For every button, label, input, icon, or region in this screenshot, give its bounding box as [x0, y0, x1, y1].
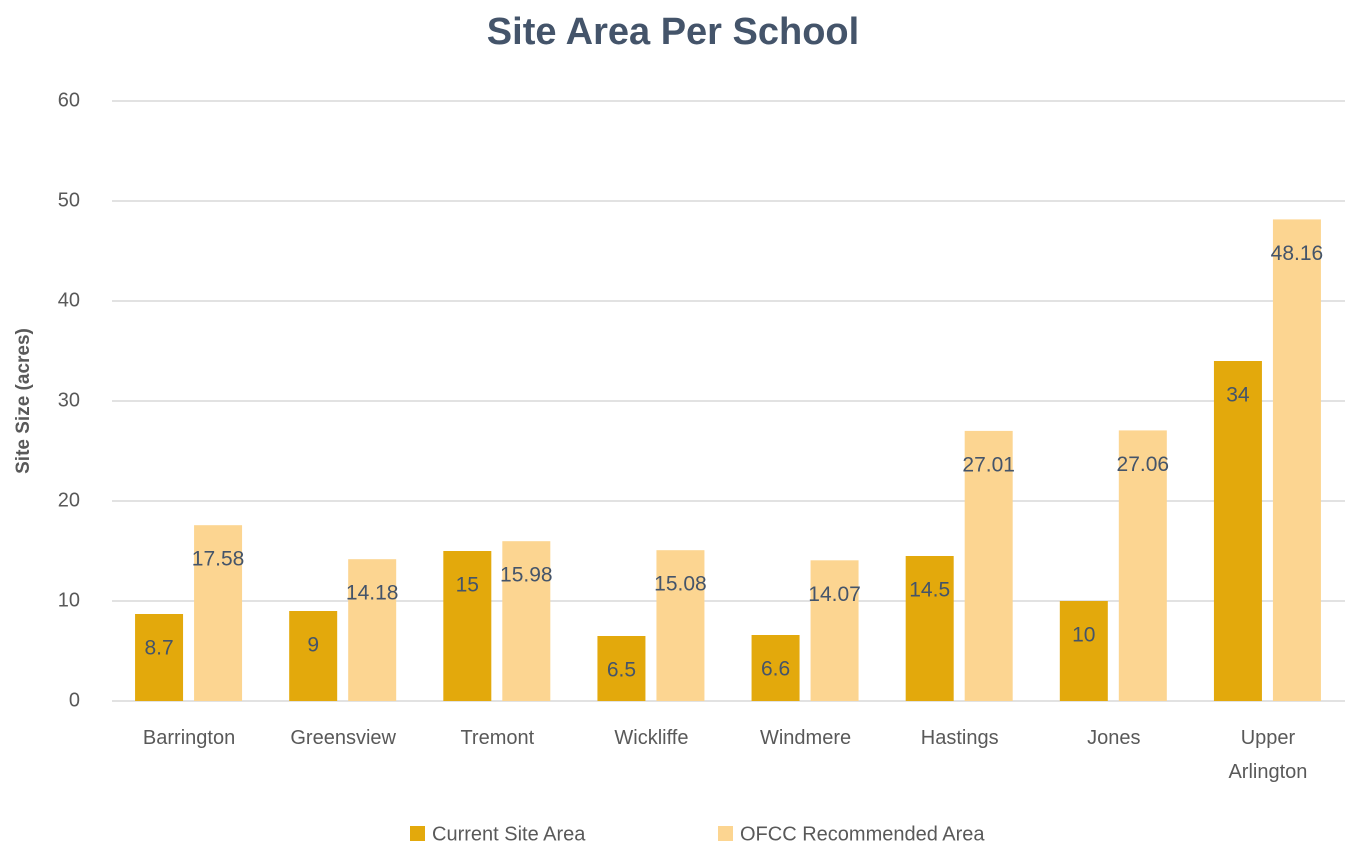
legend-swatch	[410, 826, 425, 841]
x-tick-label: Barrington	[142, 727, 236, 749]
bar	[1059, 601, 1108, 701]
x-tick-label-box: Upper Arlington	[1228, 727, 1308, 783]
y-tick-label: 0	[69, 689, 80, 711]
x-tick-label-box: Tremont	[460, 727, 535, 749]
bar	[348, 559, 397, 701]
bar	[289, 611, 338, 701]
data-label: 15.08	[654, 573, 707, 596]
bar	[905, 556, 954, 701]
legend-label: Current Site Area	[432, 823, 586, 845]
bar	[1272, 219, 1321, 701]
data-label: 27.06	[1117, 453, 1170, 476]
x-tick-label: Hastings	[920, 727, 999, 749]
bar	[656, 550, 705, 701]
x-tick-label: Upper Arlington	[1228, 727, 1308, 783]
bar	[1213, 361, 1262, 701]
x-tick-label: Greensview	[290, 727, 396, 749]
x-tick-label-box: Barrington	[142, 727, 236, 749]
data-label: 6.5	[607, 659, 636, 682]
data-label: 17.58	[192, 548, 245, 571]
bar	[810, 560, 859, 701]
y-tick-label: 40	[58, 289, 80, 311]
bar	[443, 551, 492, 701]
x-tick-label-box: Wickliffe	[614, 727, 689, 749]
data-label: 9	[307, 634, 319, 657]
bar	[135, 614, 184, 701]
legend-swatch	[718, 826, 733, 841]
x-tick-label-box: Greensview	[290, 727, 396, 749]
y-tick-label: 30	[58, 389, 80, 411]
data-label: 34	[1226, 384, 1250, 407]
data-label: 14.5	[909, 579, 950, 602]
y-tick-label: 20	[58, 489, 80, 511]
y-tick-label: 10	[58, 589, 80, 611]
y-axis-label: Site Size (acres)	[13, 328, 34, 474]
data-label: 10	[1072, 624, 1095, 647]
x-tick-label: Wickliffe	[614, 727, 689, 749]
data-label: 8.7	[144, 637, 173, 660]
x-tick-label-box: Windmere	[759, 727, 852, 749]
x-tick-label-box: Jones	[1087, 727, 1141, 749]
x-tick-label: Jones	[1087, 727, 1141, 749]
x-tick-label-box: Hastings	[920, 727, 999, 749]
legend-label: OFCC Recommended Area	[740, 823, 985, 845]
data-label: 48.16	[1271, 242, 1324, 265]
y-tick-label: 50	[58, 189, 80, 211]
x-tick-label: Tremont	[460, 727, 535, 749]
data-label: 6.6	[761, 658, 790, 681]
chart-title: Site Area Per School	[487, 11, 859, 53]
bar	[751, 635, 800, 701]
data-label: 15.98	[500, 564, 553, 587]
bar	[502, 541, 551, 701]
data-label: 14.18	[346, 582, 399, 605]
x-tick-label: Windmere	[759, 727, 852, 749]
data-label: 15	[456, 574, 479, 597]
bar	[1118, 430, 1167, 701]
data-label: 27.01	[962, 453, 1015, 476]
bar	[194, 525, 243, 701]
y-tick-label: 60	[58, 89, 80, 111]
bar	[964, 430, 1013, 701]
bar	[597, 636, 646, 701]
data-label: 14.07	[808, 583, 861, 606]
